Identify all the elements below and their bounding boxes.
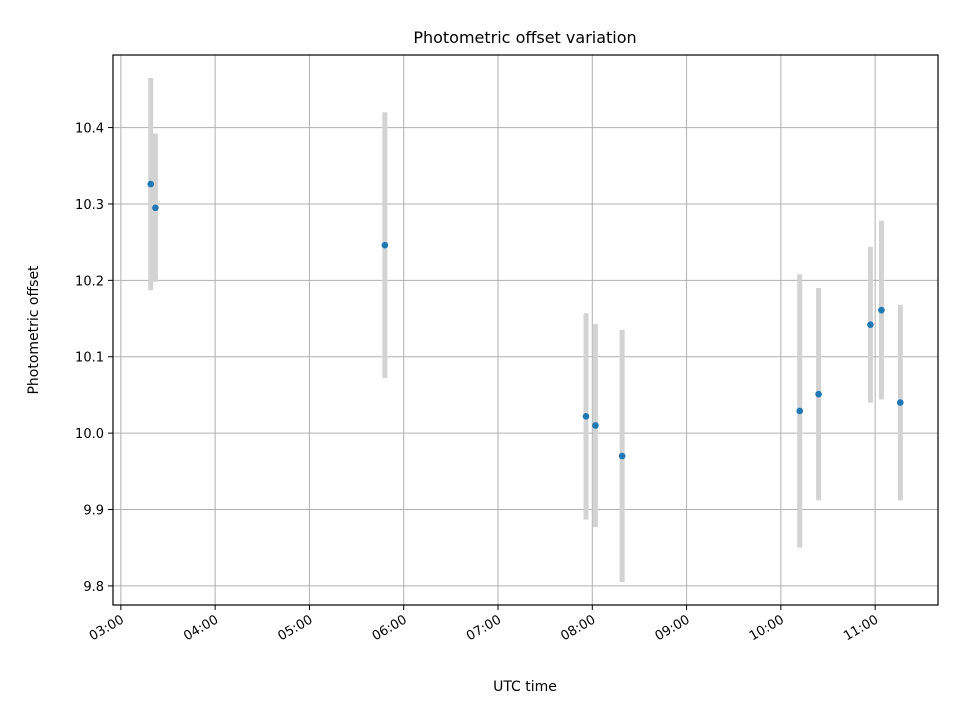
y-tick-label: 10.1: [75, 351, 104, 366]
y-tick-label: 10.3: [75, 198, 104, 213]
plot-frame: [112, 54, 939, 606]
y-tick-label: 9.9: [83, 504, 104, 519]
y-axis-ticks: 9.8 9.9 10.0 10.1 10.2 10.3 10.4: [75, 122, 113, 595]
y-tick-label: 10.0: [75, 427, 104, 442]
data-point: [592, 422, 599, 429]
data-point: [618, 452, 626, 460]
y-tick-label: 10.2: [75, 274, 104, 289]
data-point: [381, 241, 389, 249]
y-axis-label: Photometric offset: [26, 265, 42, 395]
data-point: [582, 413, 590, 420]
y-tick-label: 9.8: [83, 580, 104, 595]
chart-title: Photometric offset variation: [413, 28, 636, 47]
data-point: [878, 306, 885, 314]
x-axis-label: UTC time: [493, 679, 557, 695]
y-tick-label: 10.4: [75, 122, 104, 137]
data-point: [867, 321, 874, 328]
data-point: [896, 399, 904, 406]
data-point: [152, 204, 159, 212]
data-point: [815, 390, 822, 398]
data-point: [147, 180, 155, 188]
data-points: [147, 180, 904, 460]
data-point: [796, 407, 804, 415]
